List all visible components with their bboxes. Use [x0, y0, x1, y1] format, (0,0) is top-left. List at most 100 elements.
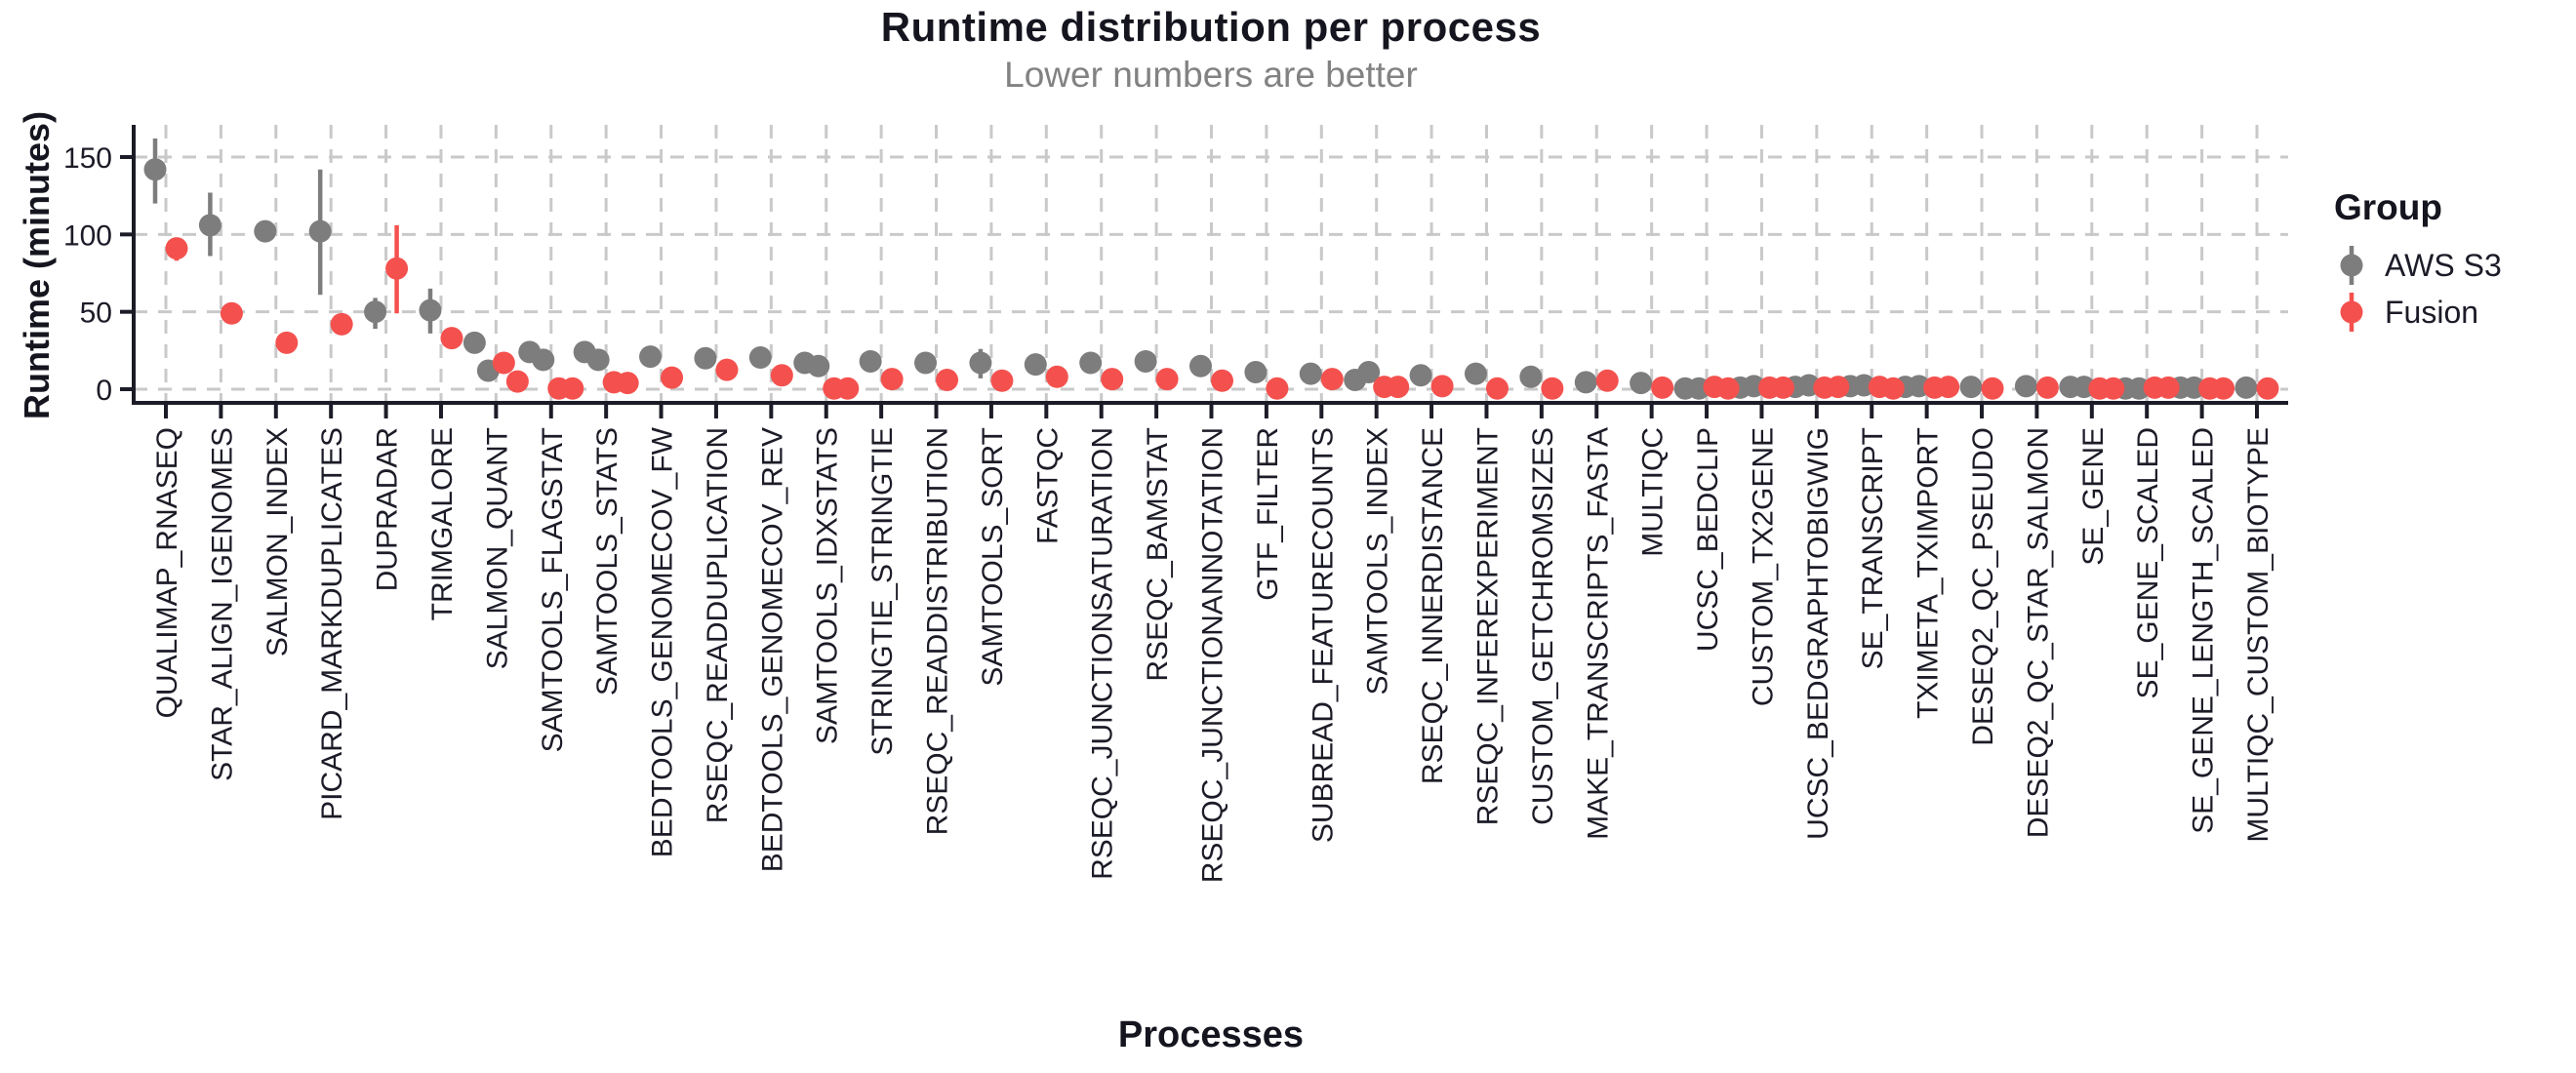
- x-tick-label: TRIMGALORE: [426, 427, 459, 620]
- data-point-fusion: [1485, 377, 1509, 400]
- data-point-aws_s3: [2234, 376, 2258, 399]
- x-tick-label: RSEQC_JUNCTIONSATURATION: [1087, 427, 1119, 880]
- x-tick-label: STAR_ALIGN_IGENOMES: [206, 427, 238, 781]
- data-point-aws_s3: [143, 158, 167, 181]
- data-point-aws_s3: [532, 348, 555, 372]
- x-tick-label: RSEQC_BAMSTAT: [1142, 427, 1174, 682]
- legend-items: AWS S3 Fusion: [2334, 242, 2574, 336]
- data-point-aws_s3: [1244, 361, 1268, 384]
- data-point-aws_s3: [969, 351, 992, 375]
- legend-label: AWS S3: [2385, 247, 2502, 283]
- legend-title: Group: [2334, 187, 2442, 227]
- data-point-fusion: [1266, 377, 1289, 400]
- y-tick-label: 0: [96, 375, 112, 407]
- data-point-aws_s3: [198, 214, 221, 237]
- x-tick-label: SALMON_QUANT: [481, 427, 513, 669]
- x-tick-label: GTF_FILTER: [1252, 427, 1284, 601]
- x-tick-label: DESEQ2_QC_PSEUDO: [1967, 427, 1999, 746]
- data-point-fusion: [561, 377, 584, 400]
- data-point-aws_s3: [2014, 375, 2037, 398]
- x-tick-label: BEDTOOLS_GENOMECOV_FW: [647, 426, 679, 857]
- legend-key-pointrange-icon: [2340, 246, 2363, 285]
- data-point-fusion: [2256, 377, 2279, 400]
- data-point-fusion: [505, 370, 529, 393]
- x-tick-label: UCSC_BEDCLIP: [1692, 427, 1724, 652]
- data-point-aws_s3: [1357, 361, 1381, 384]
- data-point-fusion: [275, 331, 299, 354]
- x-tick-label: RSEQC_READDUPLICATION: [702, 427, 734, 823]
- legend-key-pointrange-icon: [2340, 293, 2363, 332]
- x-tick-label: CUSTOM_TX2GENE: [1747, 427, 1779, 706]
- data-point-aws_s3: [1079, 351, 1103, 375]
- data-point-fusion: [936, 368, 959, 391]
- data-point-fusion: [1827, 376, 1850, 399]
- data-point-aws_s3: [807, 354, 830, 378]
- x-tick-label: SUBREAD_FEATURECOUNTS: [1307, 427, 1339, 843]
- x-tick-label: QUALIMAP_RNASEQ: [151, 427, 183, 718]
- data-point-fusion: [1595, 369, 1619, 392]
- data-point-fusion: [1155, 368, 1179, 391]
- y-axis-title: Runtime (minutes): [17, 110, 57, 420]
- data-point-fusion: [330, 312, 353, 336]
- x-tick-label: SAMTOOLS_IDXSTATS: [812, 427, 844, 744]
- x-tick-label: BEDTOOLS_GENOMECOV_REV: [756, 427, 788, 872]
- x-tick-label: SALMON_INDEX: [262, 427, 294, 656]
- data-point-fusion: [1211, 369, 1233, 392]
- data-point-fusion: [836, 377, 860, 400]
- x-tick-label: SE_GENE_SCALED: [2132, 427, 2164, 698]
- x-tick-label: PICARD_MARKDUPLICATES: [316, 427, 348, 820]
- data-point-aws_s3: [419, 298, 442, 322]
- data-point-aws_s3: [463, 331, 486, 354]
- data-point-aws_s3: [694, 346, 717, 370]
- x-tick-label: RSEQC_INNERDISTANCE: [1417, 427, 1449, 784]
- data-point-fusion: [1981, 377, 2004, 400]
- x-tick-label: RSEQC_READDISTRIBUTION: [922, 427, 954, 835]
- data-point-aws_s3: [1299, 362, 1322, 385]
- data-point-aws_s3: [1189, 354, 1212, 378]
- data-point-aws_s3: [748, 345, 772, 369]
- data-point-fusion: [385, 257, 409, 280]
- x-tick-label: SAMTOOLS_INDEX: [1362, 427, 1394, 695]
- data-point-aws_s3: [914, 351, 938, 375]
- data-point-fusion: [1101, 368, 1124, 391]
- data-point-aws_s3: [1574, 371, 1597, 394]
- x-tick-label: TXIMETA_TXIMPORT: [1912, 427, 1945, 719]
- data-point-fusion: [1937, 376, 1960, 399]
- x-tick-label: SE_GENE_LENGTH_SCALED: [2188, 427, 2220, 834]
- data-point-fusion: [1881, 377, 1905, 400]
- x-tick-label: SE_TRANSCRIPT: [1857, 427, 1889, 669]
- data-point-aws_s3: [1134, 349, 1157, 373]
- legend-item-aws_s3: AWS S3: [2334, 242, 2574, 289]
- data-point-aws_s3: [1519, 365, 1543, 388]
- x-tick-label: SAMTOOLS_SORT: [977, 427, 1009, 687]
- data-point-aws_s3: [364, 300, 387, 324]
- data-point-aws_s3: [859, 349, 882, 373]
- data-point-fusion: [880, 368, 904, 391]
- data-point-fusion: [165, 237, 188, 260]
- chart-subtitle: Lower numbers are better: [1004, 55, 1418, 95]
- data-point-fusion: [1045, 365, 1068, 388]
- data-point-fusion: [1541, 377, 1564, 400]
- data-point-fusion: [440, 327, 463, 350]
- x-tick-label: DUPRADAR: [372, 427, 404, 591]
- y-tick-label: 50: [80, 298, 112, 330]
- x-tick-label: RSEQC_JUNCTIONANNOTATION: [1197, 427, 1229, 883]
- data-point-fusion: [661, 366, 684, 389]
- data-point-fusion: [2212, 377, 2235, 400]
- x-tick-label: RSEQC_INFEREXPERIMENT: [1471, 427, 1504, 825]
- data-point-aws_s3: [308, 219, 332, 243]
- x-tick-label: SAMTOOLS_FLAGSTAT: [537, 427, 569, 752]
- data-point-fusion: [2156, 376, 2180, 399]
- data-point-fusion: [2035, 376, 2059, 399]
- x-tick-label: SAMTOOLS_STATS: [591, 427, 624, 695]
- data-point-fusion: [1651, 376, 1674, 399]
- x-axis-title: Processes: [1117, 1014, 1305, 1055]
- data-point-fusion: [616, 372, 639, 395]
- x-tick-label: MAKE_TRANSCRIPTS_FASTA: [1582, 427, 1614, 840]
- data-point-fusion: [1716, 377, 1740, 400]
- data-point-fusion: [220, 301, 243, 325]
- legend-item-fusion: Fusion: [2334, 289, 2574, 336]
- data-point-aws_s3: [1959, 376, 1983, 399]
